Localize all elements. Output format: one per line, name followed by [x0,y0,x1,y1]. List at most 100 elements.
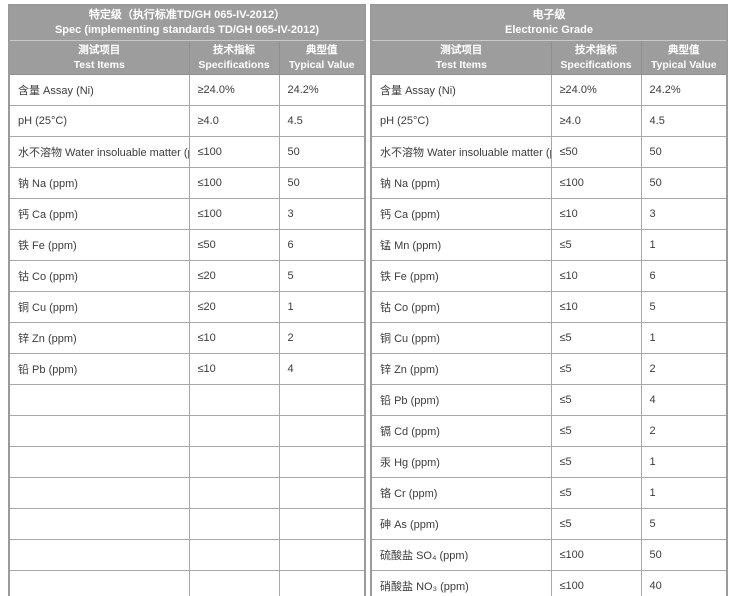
table-row: 硫酸盐 SO₄ (ppm) ≤100 50 [370,539,728,571]
electronic-grade-title: 电子级 Electronic Grade [371,5,728,41]
cell-typical-value: 6 [640,260,728,292]
cell-typical-value: 1 [640,229,728,261]
cell-typical-value: 5 [640,291,728,323]
cell-typical-value: 2 [640,415,728,447]
table-row: 锌 Zn (ppm) ≤10 2 [8,322,366,354]
spec-grade-title-zh: 特定级（执行标准TD/GH 065-IV-2012） [88,9,286,22]
table-row: 钠 Na (ppm) ≤100 50 [8,167,366,199]
cell-typical-value: 2 [640,353,728,385]
column-header-test-items: 测试项目 Test Items [370,40,552,75]
electronic-grade-table: 电子级 Electronic Grade 测试项目 Test Items 技术指… [370,4,729,596]
table-row [8,508,366,540]
cell-typical-value: 50 [640,136,728,168]
cell-typical-value: 4.5 [640,105,728,137]
table-row [8,570,366,596]
cell-specification [188,384,280,416]
cell-test-item: 钙 Ca (ppm) [370,198,552,230]
cell-test-item: 钠 Na (ppm) [370,167,552,199]
cell-specification: ≥4.0 [188,105,280,137]
cell-typical-value: 2 [278,322,366,354]
cell-test-item: 铜 Cu (ppm) [370,322,552,354]
cell-specification: ≤5 [550,384,642,416]
cell-typical-value: 4 [278,353,366,385]
cell-test-item: pH (25°C) [370,105,552,137]
cell-specification: ≤10 [188,322,280,354]
spec-grade-title: 特定级（执行标准TD/GH 065-IV-2012） Spec (impleme… [9,5,366,41]
cell-test-item: 铬 Cr (ppm) [370,477,552,509]
table-row [8,539,366,571]
cell-specification: ≤100 [550,539,642,571]
cell-typical-value [278,508,366,540]
column-header-row: 测试项目 Test Items 技术指标 Specifications 典型值 … [8,40,366,75]
cell-specification: ≥24.0% [188,74,280,106]
table-row [8,477,366,509]
cell-test-item: 钴 Co (ppm) [370,291,552,323]
cell-test-item: 含量 Assay (Ni) [8,74,190,106]
cell-typical-value [278,570,366,596]
cell-test-item [8,384,190,416]
table-row: 镉 Cd (ppm) ≤5 2 [370,415,728,447]
cell-typical-value: 24.2% [640,74,728,106]
cell-typical-value: 4.5 [278,105,366,137]
table-row [8,384,366,416]
cell-specification: ≤20 [188,260,280,292]
cell-specification: ≤50 [188,229,280,261]
cell-typical-value: 5 [640,508,728,540]
cell-test-item: 锰 Mn (ppm) [370,229,552,261]
cell-typical-value: 5 [278,260,366,292]
cell-specification: ≤5 [550,353,642,385]
cell-specification [188,570,280,596]
electronic-grade-title-zh: 电子级 [532,9,566,22]
cell-test-item [8,446,190,478]
table-row: 汞 Hg (ppm) ≤5 1 [370,446,728,478]
cell-test-item: 硫酸盐 SO₄ (ppm) [370,539,552,571]
table-row: 铬 Cr (ppm) ≤5 1 [370,477,728,509]
cell-specification: ≤10 [188,353,280,385]
cell-typical-value: 1 [640,322,728,354]
cell-specification: ≤100 [550,570,642,596]
cell-typical-value: 40 [640,570,728,596]
table-row [8,415,366,447]
table-row: 钴 Co (ppm) ≤20 5 [8,260,366,292]
table-row: 砷 As (ppm) ≤5 5 [370,508,728,540]
cell-test-item [8,570,190,596]
cell-typical-value [278,539,366,571]
cell-typical-value: 24.2% [278,74,366,106]
table-row: 锰 Mn (ppm) ≤5 1 [370,229,728,261]
table-row: 铜 Cu (ppm) ≤5 1 [370,322,728,354]
cell-typical-value [278,477,366,509]
table-row: 钠 Na (ppm) ≤100 50 [370,167,728,199]
column-header-typical-value: 典型值 Typical Value [640,40,728,75]
cell-specification: ≤100 [188,198,280,230]
cell-specification: ≤100 [550,167,642,199]
cell-specification [188,539,280,571]
cell-specification: ≤10 [550,291,642,323]
cell-typical-value: 3 [278,198,366,230]
cell-test-item: 水不溶物 Water insoluable matter (ppm) [370,136,552,168]
cell-test-item: 含量 Assay (Ni) [370,74,552,106]
cell-typical-value [278,384,366,416]
column-header-specifications: 技术指标 Specifications [550,40,642,75]
table-row: 铁 Fe (ppm) ≤50 6 [8,229,366,261]
cell-specification: ≤5 [550,229,642,261]
cell-test-item: 铁 Fe (ppm) [370,260,552,292]
cell-test-item: 镉 Cd (ppm) [370,415,552,447]
cell-test-item: 钴 Co (ppm) [8,260,190,292]
cell-specification [188,446,280,478]
cell-specification: ≤5 [550,446,642,478]
table-row: 含量 Assay (Ni) ≥24.0% 24.2% [8,74,366,106]
cell-test-item [8,508,190,540]
cell-test-item: 铅 Pb (ppm) [8,353,190,385]
cell-typical-value: 50 [278,167,366,199]
column-header-test-items: 测试项目 Test Items [8,40,190,75]
table-row: 铅 Pb (ppm) ≤10 4 [8,353,366,385]
cell-typical-value: 1 [278,291,366,323]
column-header-typical-value: 典型值 Typical Value [278,40,366,75]
cell-typical-value [278,446,366,478]
cell-specification: ≤10 [550,198,642,230]
table-row: pH (25°C) ≥4.0 4.5 [8,105,366,137]
cell-specification [188,508,280,540]
